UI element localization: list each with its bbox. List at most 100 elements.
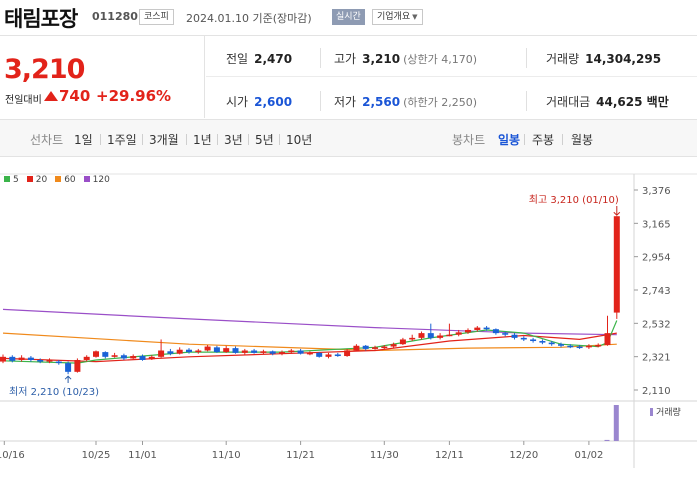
prev-close-label: 전일 xyxy=(226,52,249,66)
volume-label: 거래량 xyxy=(656,406,681,418)
company-overview-label: 기업개요 xyxy=(377,12,411,22)
high-arrow-icon xyxy=(613,206,621,216)
candle xyxy=(437,335,444,338)
candle xyxy=(474,327,481,330)
legend-item: 20 xyxy=(26,175,48,185)
x-tick-label: 12/20 xyxy=(509,450,538,461)
volume-value: 14,304,295 xyxy=(585,52,662,66)
legend-swatch xyxy=(83,176,90,182)
candle xyxy=(604,333,611,345)
x-tick-label: 11/10 xyxy=(212,450,241,461)
candle xyxy=(158,350,165,357)
candle xyxy=(372,347,378,349)
divider xyxy=(562,134,563,145)
candle xyxy=(223,348,230,353)
divider xyxy=(524,134,525,145)
basis-date: 2024.01.10 기준(장마감) xyxy=(186,12,312,25)
x-tick-label: 11/21 xyxy=(286,450,315,461)
legend-label: 5 xyxy=(13,175,19,185)
candle xyxy=(83,356,90,360)
stock-code: 011280 xyxy=(92,10,138,23)
chevron-down-icon: ▼ xyxy=(412,13,418,21)
candle xyxy=(465,329,471,333)
legend-label: 60 xyxy=(64,175,76,185)
period-1y[interactable]: 1년 xyxy=(193,133,212,147)
period-3m[interactable]: 3개월 xyxy=(149,133,179,147)
company-overview-button[interactable]: 기업개요 ▼ xyxy=(372,9,423,25)
candle xyxy=(0,356,6,362)
change-rate: +29.96% xyxy=(96,87,172,105)
divider xyxy=(100,134,101,145)
candle xyxy=(65,363,72,372)
candle-weekly[interactable]: 주봉 xyxy=(532,133,555,147)
candle xyxy=(353,345,360,351)
volume-bar xyxy=(604,439,610,441)
candle-chart-label: 봉차트 xyxy=(452,133,486,147)
candle xyxy=(120,355,127,359)
chart-toolbar: 선차트 1일 1주일 3개월 1년 3년 5년 10년 봉차트 일봉 주봉 월봉 xyxy=(0,119,697,157)
open-cell: 시가 2,600 xyxy=(226,93,292,110)
period-5y[interactable]: 5년 xyxy=(255,133,274,147)
candle xyxy=(130,356,137,359)
candle xyxy=(558,344,564,346)
realtime-button[interactable]: 실시간 xyxy=(332,9,365,25)
candle xyxy=(492,329,499,334)
candle xyxy=(93,351,99,357)
legend-label: 120 xyxy=(92,175,110,185)
period-3y[interactable]: 3년 xyxy=(224,133,243,147)
candle xyxy=(279,352,285,354)
candle xyxy=(502,333,509,335)
x-tick-label: 11/30 xyxy=(370,450,399,461)
legend-swatch xyxy=(4,176,10,182)
candle xyxy=(362,345,369,349)
low-cell: 저가 2,560 (하한가 2,250) xyxy=(334,93,477,110)
candle xyxy=(27,357,34,360)
stock-header: 태림포장 011280 코스피 2024.01.10 기준(장마감) 실시간 기… xyxy=(0,0,697,36)
ma120-line xyxy=(2,308,617,336)
candle xyxy=(195,350,202,353)
period-1d[interactable]: 1일 xyxy=(74,133,93,147)
candle xyxy=(381,346,388,349)
period-1w[interactable]: 1주일 xyxy=(107,133,137,147)
divider xyxy=(526,91,527,111)
high-label: 고가 xyxy=(334,52,357,66)
candle xyxy=(511,334,518,338)
low-arrow-icon xyxy=(64,375,72,383)
candle xyxy=(74,359,81,372)
legend-item: 60 xyxy=(55,175,76,185)
candle-daily[interactable]: 일봉 xyxy=(498,133,521,147)
candle xyxy=(399,339,406,345)
high-cell: 고가 3,210 (상한가 4,170) xyxy=(334,50,477,67)
candle xyxy=(260,351,267,353)
candle xyxy=(9,356,16,361)
candle xyxy=(344,350,351,357)
y-tick-label: 3,165 xyxy=(642,219,671,230)
x-tick-label: 11/01 xyxy=(128,450,157,461)
candle xyxy=(251,350,258,353)
candle xyxy=(297,350,304,354)
candle xyxy=(427,333,434,338)
high-annotation: 최고 3,210 (01/10) xyxy=(529,194,619,206)
x-tick-label: 12/11 xyxy=(435,450,464,461)
candle-monthly[interactable]: 월봉 xyxy=(571,133,594,147)
upper-limit: (상한가 4,170) xyxy=(403,53,477,66)
y-tick-label: 3,376 xyxy=(642,186,671,197)
x-tick-label: 10/16 xyxy=(0,450,25,461)
price-summary: 3,210 전일대비 740 +29.96% xyxy=(0,36,205,118)
volume-cell: 거래량 14,304,295 xyxy=(546,50,661,67)
divider xyxy=(206,76,697,77)
candle xyxy=(55,361,62,364)
candle xyxy=(548,342,555,345)
period-10y[interactable]: 10년 xyxy=(286,133,313,147)
candle xyxy=(213,347,220,353)
x-tick-label: 01/02 xyxy=(574,450,603,461)
high-value: 3,210 xyxy=(362,52,401,66)
low-value: 2,560 xyxy=(362,95,401,109)
legend-label: 20 xyxy=(35,175,48,185)
candle xyxy=(306,352,313,355)
price-chart-area[interactable]: 5 20 60 120 3,376 3,165 2,954 2,743 2,532 2,321 2… xyxy=(0,158,697,483)
volume-label: 거래량 xyxy=(546,52,580,66)
divider xyxy=(320,48,321,68)
stock-name: 태림포장 xyxy=(4,7,78,31)
candle xyxy=(520,337,527,340)
